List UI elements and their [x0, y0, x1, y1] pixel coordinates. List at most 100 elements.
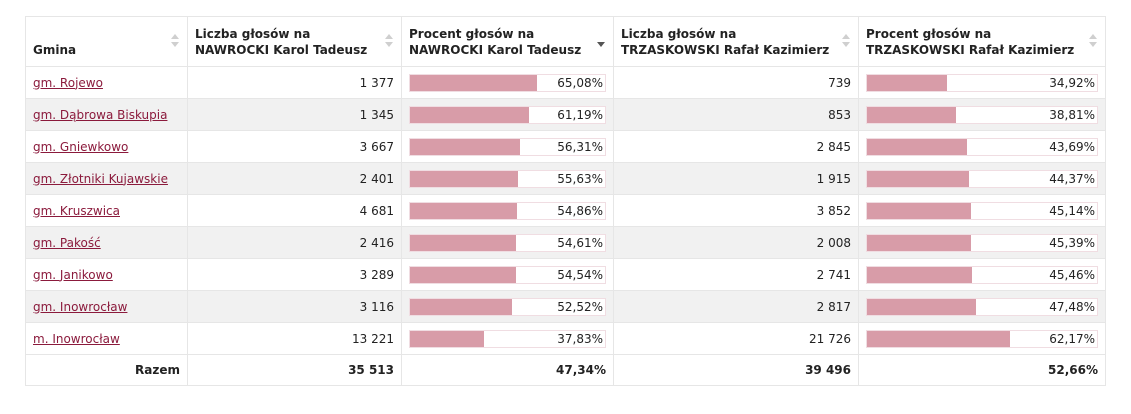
gmina-link[interactable]: gm. Janikowo: [33, 267, 113, 282]
table-row: gm. Gniewkowo 3 667 56,31% 2 845 43,69%: [25, 130, 1106, 163]
percent-bar-fill: [410, 330, 484, 347]
column-header-nawrocki-votes[interactable]: Liczba głosów na NAWROCKI Karol Tadeusz: [187, 16, 402, 67]
percent-bar-fill: [410, 138, 520, 155]
cell-trzaskowski-votes: 2 845: [613, 130, 859, 163]
cell-trzaskowski-percent: 47,48%: [858, 290, 1106, 323]
cell-nawrocki-votes: 1 377: [187, 66, 402, 99]
percent-value: 61,19%: [557, 107, 603, 122]
percent-bar: 34,92%: [866, 73, 1098, 92]
percent-value: 56,31%: [557, 139, 603, 154]
column-header-label-line1: Liczba głosów na: [195, 27, 311, 41]
table-body: gm. Rojewo 1 377 65,08% 739 34,92% gm. Dąbrow…: [25, 66, 1106, 355]
percent-bar: 45,39%: [866, 233, 1098, 252]
percent-value: 54,54%: [557, 267, 603, 282]
percent-bar: 54,61%: [409, 233, 606, 252]
percent-bar-fill: [867, 298, 977, 315]
percent-bar-fill: [410, 202, 517, 219]
cell-trzaskowski-percent: 62,17%: [858, 322, 1106, 355]
percent-bar: 45,14%: [866, 201, 1098, 220]
percent-bar-fill: [867, 202, 971, 219]
percent-bar: 61,19%: [409, 105, 606, 124]
cell-trzaskowski-percent: 34,92%: [858, 66, 1106, 99]
column-header-label-line2: TRZASKOWSKI Rafał Kazimierz: [866, 43, 1075, 57]
cell-nawrocki-percent: 55,63%: [401, 162, 614, 195]
gmina-link[interactable]: gm. Dąbrowa Biskupia: [33, 107, 168, 122]
percent-bar-fill: [867, 330, 1010, 347]
cell-nawrocki-votes: 4 681: [187, 194, 402, 227]
cell-trzaskowski-votes: 3 852: [613, 194, 859, 227]
cell-gmina: m. Inowrocław: [25, 322, 188, 355]
column-header-label-line2: NAWROCKI Karol Tadeusz: [409, 43, 582, 57]
table-row: gm. Rojewo 1 377 65,08% 739 34,92%: [25, 66, 1106, 99]
percent-bar: 52,52%: [409, 297, 606, 316]
cell-nawrocki-percent: 54,61%: [401, 226, 614, 259]
percent-bar: 38,81%: [866, 105, 1098, 124]
percent-bar-fill: [410, 266, 517, 283]
cell-nawrocki-percent: 61,19%: [401, 98, 614, 131]
cell-gmina: gm. Inowrocław: [25, 290, 188, 323]
cell-trzaskowski-percent: 38,81%: [858, 98, 1106, 131]
results-table-container: Gmina Liczba głosów na NAWROCKI Karol Ta…: [25, 16, 1106, 386]
cell-nawrocki-votes: 3 667: [187, 130, 402, 163]
gmina-link[interactable]: m. Inowrocław: [33, 331, 120, 346]
cell-nawrocki-votes: 1 345: [187, 98, 402, 131]
column-header-label: Gmina: [33, 43, 77, 57]
total-row: Razem 35 513 47,34% 39 496 52,66%: [25, 354, 1106, 386]
cell-trzaskowski-percent: 45,39%: [858, 226, 1106, 259]
table-header-row: Gmina Liczba głosów na NAWROCKI Karol Ta…: [25, 16, 1106, 67]
percent-value: 62,17%: [1049, 331, 1095, 346]
percent-value: 45,14%: [1049, 203, 1095, 218]
percent-bar-fill: [410, 170, 519, 187]
percent-bar-fill: [867, 138, 968, 155]
sort-icon[interactable]: [385, 32, 393, 50]
cell-trzaskowski-percent: 45,14%: [858, 194, 1106, 227]
cell-nawrocki-votes: 3 116: [187, 290, 402, 323]
gmina-link[interactable]: gm. Złotniki Kujawskie: [33, 171, 168, 186]
cell-gmina: gm. Złotniki Kujawskie: [25, 162, 188, 195]
percent-bar-fill: [410, 298, 513, 315]
column-header-trzaskowski-votes[interactable]: Liczba głosów na TRZASKOWSKI Rafał Kazim…: [613, 16, 859, 67]
cell-trzaskowski-votes: 21 726: [613, 322, 859, 355]
percent-bar-fill: [410, 106, 530, 123]
cell-trzaskowski-votes: 1 915: [613, 162, 859, 195]
cell-trzaskowski-votes: 2 008: [613, 226, 859, 259]
total-trzaskowski-percent: 52,66%: [858, 354, 1106, 386]
cell-nawrocki-votes: 2 401: [187, 162, 402, 195]
table-row: m. Inowrocław 13 221 37,83% 21 726 62,17%: [25, 322, 1106, 355]
percent-bar: 62,17%: [866, 329, 1098, 348]
column-header-gmina[interactable]: Gmina: [25, 16, 188, 67]
cell-nawrocki-votes: 2 416: [187, 226, 402, 259]
percent-bar: 54,54%: [409, 265, 606, 284]
cell-nawrocki-percent: 56,31%: [401, 130, 614, 163]
total-trzaskowski-votes: 39 496: [613, 354, 859, 386]
gmina-link[interactable]: gm. Kruszwica: [33, 203, 120, 218]
cell-gmina: gm. Janikowo: [25, 258, 188, 291]
gmina-link[interactable]: gm. Gniewkowo: [33, 139, 129, 154]
gmina-link[interactable]: gm. Pakość: [33, 235, 101, 250]
gmina-link[interactable]: gm. Inowrocław: [33, 299, 128, 314]
column-header-trzaskowski-percent[interactable]: Procent głosów na TRZASKOWSKI Rafał Kazi…: [858, 16, 1106, 67]
percent-bar-fill: [867, 170, 970, 187]
table-row: gm. Dąbrowa Biskupia 1 345 61,19% 853 38,81%: [25, 98, 1106, 131]
table-row: gm. Inowrocław 3 116 52,52% 2 817 47,48%: [25, 290, 1106, 323]
cell-nawrocki-percent: 37,83%: [401, 322, 614, 355]
cell-trzaskowski-votes: 2 741: [613, 258, 859, 291]
cell-trzaskowski-votes: 853: [613, 98, 859, 131]
sort-descending-icon[interactable]: [597, 32, 605, 50]
percent-value: 52,52%: [557, 299, 603, 314]
table-row: gm. Janikowo 3 289 54,54% 2 741 45,46%: [25, 258, 1106, 291]
sort-icon[interactable]: [171, 32, 179, 50]
cell-gmina: gm. Gniewkowo: [25, 130, 188, 163]
total-nawrocki-percent: 47,34%: [401, 354, 614, 386]
sort-icon[interactable]: [1089, 32, 1097, 50]
percent-value: 34,92%: [1049, 75, 1095, 90]
percent-bar: 37,83%: [409, 329, 606, 348]
column-header-nawrocki-percent[interactable]: Procent głosów na NAWROCKI Karol Tadeusz: [401, 16, 614, 67]
results-table: Gmina Liczba głosów na NAWROCKI Karol Ta…: [25, 16, 1106, 386]
sort-icon[interactable]: [842, 32, 850, 50]
cell-nawrocki-percent: 65,08%: [401, 66, 614, 99]
total-label: Razem: [25, 354, 188, 386]
percent-value: 47,48%: [1049, 299, 1095, 314]
gmina-link[interactable]: gm. Rojewo: [33, 75, 103, 90]
total-nawrocki-votes: 35 513: [187, 354, 402, 386]
